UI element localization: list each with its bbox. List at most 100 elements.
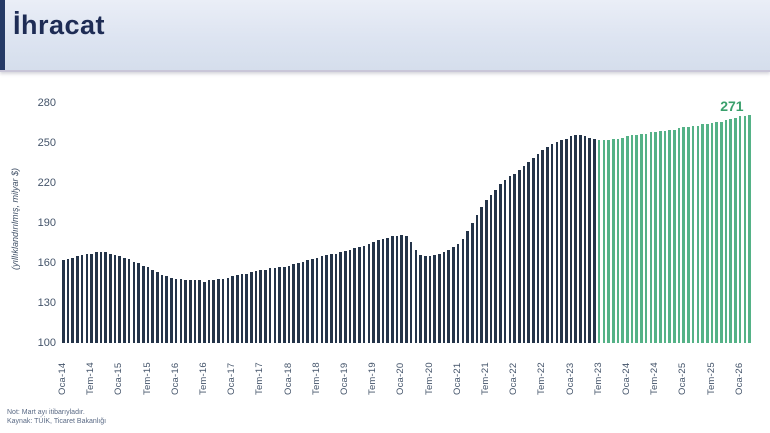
bar-actual (141, 265, 145, 343)
bar-program (738, 116, 742, 343)
bar-program (635, 135, 639, 343)
bar-actual (132, 261, 136, 343)
bar-program (724, 120, 728, 343)
bar-actual (517, 169, 521, 343)
bar-actual (470, 223, 474, 343)
bar-actual (367, 244, 371, 343)
bar-actual (541, 149, 545, 343)
bar-actual (466, 231, 469, 343)
bar-program (621, 137, 624, 343)
y-axis-tick-label: 130 (37, 296, 56, 309)
bar-actual (414, 249, 418, 343)
bar-actual (104, 252, 107, 343)
x-axis-tick-label: Tem-25 (705, 362, 717, 395)
x-axis-tick-label: Tem-18 (310, 362, 322, 395)
y-axis-tick-label: 220 (37, 176, 56, 189)
bar-program (616, 139, 620, 343)
bar-actual (546, 147, 549, 343)
bar-actual (278, 267, 281, 343)
bar-actual (320, 256, 324, 343)
x-axis-tick-label: Oca-24 (621, 362, 632, 395)
y-axis-tick-label: 280 (37, 96, 56, 109)
bar-actual (579, 135, 582, 343)
bar-actual (452, 247, 455, 343)
bar-actual (574, 135, 577, 343)
bar-program (701, 124, 704, 343)
bar-program (668, 129, 671, 343)
footnote-note: Not: Mart ayı itibarıyladır. (7, 409, 85, 416)
bar-actual (508, 176, 512, 343)
bar-actual (118, 256, 122, 343)
y-axis-tick-label: 250 (37, 136, 56, 149)
bar-actual (447, 249, 451, 343)
bar-actual (494, 189, 498, 343)
bar-actual (395, 236, 399, 343)
x-axis-tick-label: Tem-16 (198, 362, 209, 395)
bar-actual (433, 255, 436, 343)
x-axis-tick-label: Oca-15 (113, 362, 125, 395)
x-axis-tick-label: Oca-17 (226, 362, 238, 395)
bar-actual (536, 153, 540, 343)
bar-actual (264, 269, 267, 343)
x-axis-tick-label: Oca-21 (451, 362, 463, 395)
bar-actual (203, 281, 206, 343)
page-header: İhracat (0, 0, 770, 72)
bar-actual (315, 257, 319, 343)
bar-actual (353, 248, 357, 343)
bar-actual (409, 241, 413, 343)
bar-actual (489, 195, 493, 343)
bar-actual (564, 139, 568, 343)
x-axis-tick-label: Oca-20 (395, 362, 407, 395)
x-axis-tick-label: Tem-15 (141, 362, 153, 395)
bar-actual (137, 263, 140, 343)
bar-actual (127, 259, 131, 343)
bar-actual (113, 255, 117, 343)
bar-actual (221, 279, 225, 343)
bar-actual (358, 247, 361, 343)
x-axis-tick-label: Tem-23 (592, 362, 604, 395)
bar-actual (381, 239, 385, 343)
bar-program (734, 117, 737, 343)
bar-actual (193, 280, 197, 343)
x-axis-tick-label: Oca-22 (508, 362, 520, 395)
bar-program (710, 123, 714, 343)
bar-actual (588, 137, 592, 343)
x-axis-tick-label: Oca-16 (169, 362, 181, 395)
x-axis-tick-label: Oca-26 (733, 362, 745, 395)
bar-actual (376, 240, 380, 343)
bar-actual (593, 139, 596, 343)
bar-program (597, 140, 601, 343)
bar-actual (456, 244, 460, 343)
bar-actual (71, 257, 75, 343)
bar-actual (499, 184, 502, 343)
bar-actual (386, 237, 389, 343)
bar-program (658, 131, 662, 343)
header-accent-bar (0, 0, 5, 70)
bar-actual (339, 252, 342, 343)
bar-program (720, 121, 723, 343)
x-axis-tick-label: Tem-22 (536, 362, 548, 395)
bar-actual (80, 255, 84, 343)
bar-actual (188, 280, 192, 343)
bar-actual (62, 260, 65, 343)
bar-actual (94, 252, 98, 343)
y-axis-tick-label: 100 (37, 336, 56, 349)
bar-program (743, 116, 747, 343)
bar-actual (329, 253, 333, 343)
bar-program (691, 125, 695, 343)
bar-actual (165, 276, 169, 343)
bar-program (748, 115, 751, 343)
bar-actual (259, 269, 263, 343)
bar-program (687, 127, 690, 343)
bar-actual (311, 259, 314, 343)
bar-program (602, 140, 606, 343)
bar-actual (513, 173, 516, 343)
bar-program (640, 133, 643, 343)
bar-program (607, 140, 610, 343)
bar-program (705, 124, 709, 343)
bar-program (677, 128, 681, 343)
bar-actual (217, 279, 220, 343)
x-axis-tick-label: Oca-25 (677, 362, 689, 395)
x-axis-tick-label: Oca-18 (282, 362, 294, 395)
bar-actual (109, 253, 112, 343)
